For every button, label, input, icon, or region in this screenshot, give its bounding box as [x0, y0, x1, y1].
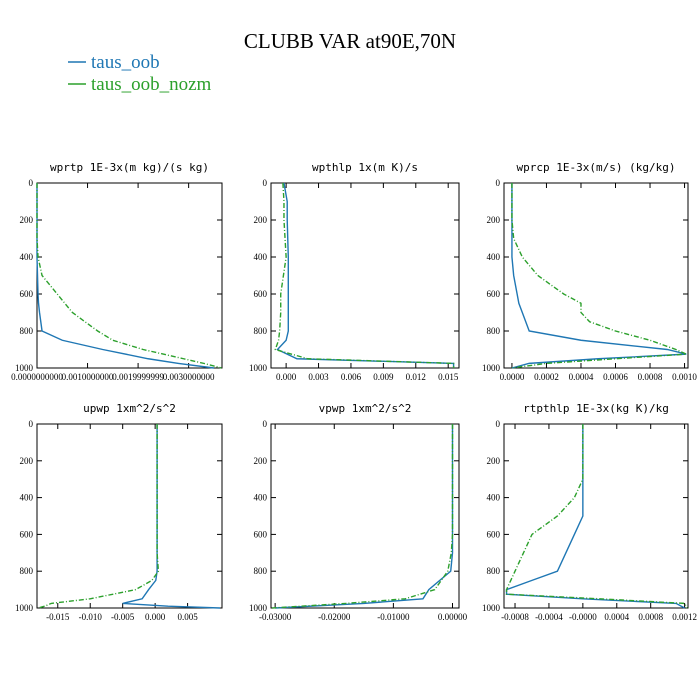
y-tick-label: 800 [254, 326, 268, 336]
profile-line: taus_oob_nozm [38, 424, 160, 609]
panel-title: vpwp 1xm^2/s^2 [319, 402, 412, 415]
x-tick-label: 0.0002 [534, 372, 559, 382]
legend-label: taus_oob_nozm [91, 74, 212, 95]
y-tick-label: 400 [20, 493, 34, 503]
plot-frame [270, 423, 460, 609]
profile-line: taus_oob_nozm [272, 424, 454, 609]
y-tick-label: 0 [29, 419, 34, 429]
profile-line: taus_oob [276, 182, 455, 368]
plot-frame [503, 423, 689, 609]
x-tick-label: 0.0030000000 [163, 372, 215, 382]
y-tick-label: 600 [254, 529, 268, 539]
x-tick-label: 0.009 [373, 372, 394, 382]
x-tick-label: 0.0004 [604, 612, 629, 622]
x-tick-label: -0.005 [111, 612, 135, 622]
x-tick-label: 0.0004 [569, 372, 594, 382]
y-tick-label: 1000 [249, 603, 268, 613]
x-tick-label: 0.0006 [603, 372, 628, 382]
y-tick-label: 200 [254, 215, 268, 225]
profile-line: taus_oob [122, 424, 221, 609]
profile-line: taus_oob_nozm [505, 424, 688, 609]
y-tick-label: 200 [20, 215, 34, 225]
x-tick-label: 0.0000 [500, 372, 525, 382]
profile-line: taus_oob_nozm [36, 183, 222, 369]
panel-title: rtpthlp 1E-3x(kg K)/kg [523, 402, 669, 415]
plot-frame [36, 423, 223, 609]
y-tick-label: 1000 [15, 603, 34, 613]
y-tick-label: 200 [254, 456, 268, 466]
y-tick-label: 200 [487, 215, 501, 225]
x-tick-label: 0.0008 [638, 612, 663, 622]
x-tick-label: 0.015 [438, 372, 459, 382]
x-tick-label: -0.03000 [259, 612, 292, 622]
y-tick-label: 800 [254, 566, 268, 576]
panel-title: wpthlp 1x(m K)/s [312, 161, 418, 174]
x-tick-label: -0.02000 [318, 612, 351, 622]
x-tick-label: -0.0008 [501, 612, 529, 622]
y-tick-label: 400 [487, 493, 501, 503]
y-tick-label: 800 [20, 566, 34, 576]
x-tick-label: -0.0000 [569, 612, 597, 622]
y-tick-label: 400 [254, 252, 268, 262]
plot-frame [503, 182, 689, 369]
x-tick-label: -0.0004 [535, 612, 563, 622]
y-tick-label: 800 [487, 566, 501, 576]
x-tick-label: 0.005 [177, 612, 198, 622]
profile-line: taus_oob_nozm [274, 182, 455, 368]
y-tick-label: 400 [487, 252, 501, 262]
y-tick-label: 1000 [482, 363, 501, 373]
x-tick-label: 0.000 [145, 612, 166, 622]
figure-title: CLUBB VAR at90E,70N [244, 29, 456, 53]
y-tick-label: 600 [487, 529, 501, 539]
y-tick-label: 600 [20, 289, 34, 299]
y-tick-label: 200 [20, 456, 34, 466]
x-tick-label: 0.00000 [438, 612, 468, 622]
x-tick-label: 0.012 [406, 372, 426, 382]
y-tick-label: 0 [496, 419, 501, 429]
y-tick-label: 400 [20, 252, 34, 262]
y-tick-label: 200 [487, 456, 501, 466]
x-tick-label: 0.006 [341, 372, 362, 382]
panel-title: upwp 1xm^2/s^2 [83, 402, 176, 415]
y-tick-label: 0 [496, 178, 501, 188]
x-tick-label: 0.0010 [672, 372, 697, 382]
x-tick-label: 0.0008 [638, 372, 663, 382]
x-tick-label: 0.000 [276, 372, 297, 382]
x-tick-label: -0.01000 [377, 612, 410, 622]
panel-title: wprcp 1E-3x(m/s) (kg/kg) [517, 161, 676, 174]
y-tick-label: 1000 [249, 363, 268, 373]
y-tick-label: 800 [487, 326, 501, 336]
legend-label: taus_oob [91, 52, 160, 73]
x-tick-label: 0.003 [308, 372, 329, 382]
y-tick-label: 1000 [15, 363, 34, 373]
y-tick-label: 600 [487, 289, 501, 299]
x-tick-label: 0.0019999999 [112, 372, 164, 382]
y-tick-label: 400 [254, 493, 268, 503]
panel-title: wprtp 1E-3x(m kg)/(s kg) [50, 161, 209, 174]
profile-line: taus_oob_nozm [511, 183, 687, 369]
y-tick-label: 800 [20, 326, 34, 336]
profile-line: taus_oob [275, 424, 454, 609]
plot-frame [270, 182, 460, 369]
y-tick-label: 600 [254, 289, 268, 299]
x-tick-label: 0.0012 [672, 612, 697, 622]
y-tick-label: 0 [29, 178, 34, 188]
x-tick-label: 0.0000000000 [11, 372, 63, 382]
y-tick-label: 0 [263, 178, 268, 188]
x-tick-label: -0.010 [79, 612, 103, 622]
y-tick-label: 600 [20, 529, 34, 539]
x-tick-label: 0.0010000000 [62, 372, 114, 382]
y-tick-label: 1000 [482, 603, 501, 613]
y-tick-label: 0 [263, 419, 268, 429]
x-tick-label: -0.015 [46, 612, 70, 622]
